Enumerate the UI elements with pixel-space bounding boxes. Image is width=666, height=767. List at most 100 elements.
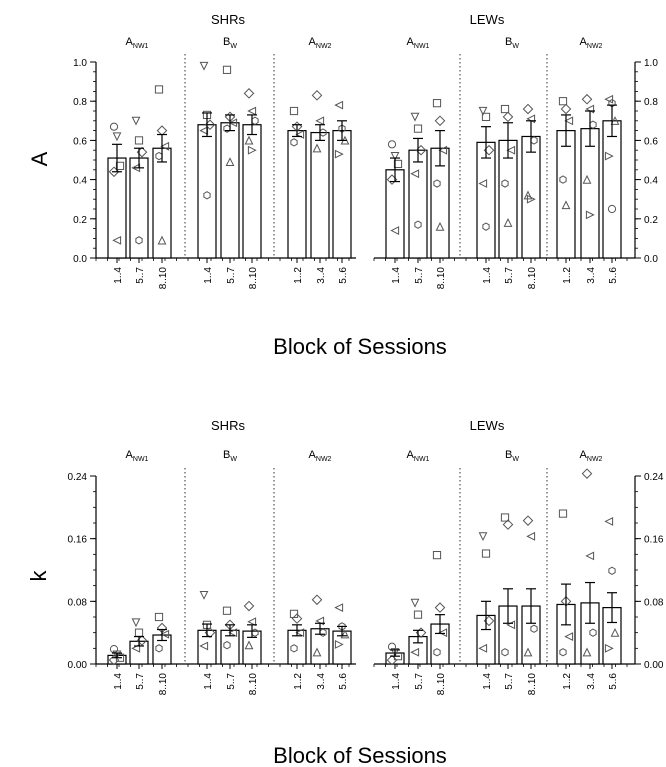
data-point: [434, 115, 446, 127]
data-point: [244, 135, 254, 145]
data-point: [585, 210, 595, 220]
y-tick-label-right: 0.00: [644, 660, 664, 671]
phase-label-sub: NW2: [587, 456, 603, 463]
phase-label-sub: W: [512, 456, 519, 463]
data-point: [506, 145, 516, 155]
data-point: [523, 647, 533, 657]
data-point: [247, 106, 257, 116]
data-point: [564, 116, 574, 126]
y-tick-label-right: 0.08: [644, 597, 664, 608]
phase-label: BW: [505, 449, 519, 463]
panel-top-chart: 0.0 0.00.2 0.20.4 0.40.6 0.60.8 0.81.0 1.0ANW1…: [73, 36, 658, 289]
data-point: [112, 235, 122, 245]
y-tick-label-right: 0.16: [644, 535, 664, 546]
data-point: [311, 90, 323, 101]
data-point: [315, 116, 325, 126]
y-tick-label-left: 0.8: [73, 97, 87, 108]
data-point: [295, 628, 305, 638]
x-tick-label: 8..10: [158, 673, 169, 696]
x-tick-label: 1..4: [482, 267, 493, 284]
data-point: [500, 513, 510, 522]
phase-label: BW: [223, 36, 237, 50]
data-point: [478, 179, 488, 188]
y-tick-label-left: 0.16: [68, 535, 88, 546]
phase-label: BW: [505, 36, 519, 50]
phase-label-sub: NW1: [133, 456, 149, 463]
data-point: [435, 221, 445, 231]
data-point: [526, 531, 536, 541]
y-tick-label-right: 1.0: [644, 58, 658, 69]
data-point: [334, 100, 344, 110]
data-point: [290, 138, 298, 147]
data-point: [131, 116, 141, 126]
phase-label-main: A: [126, 449, 134, 461]
data-point: [243, 600, 255, 612]
data-point: [413, 610, 423, 619]
data-point: [291, 613, 303, 624]
data-point: [522, 103, 534, 115]
y-tick-label-right: 0.0: [644, 254, 658, 265]
phase-label-sub: W: [230, 43, 237, 50]
data-point: [433, 648, 441, 657]
y-tick-label-left: 0.4: [73, 176, 87, 187]
data-point: [390, 226, 400, 235]
x-tick-label: 8..10: [248, 673, 259, 696]
data-point: [482, 222, 490, 231]
data-point: [585, 551, 595, 561]
data-point: [312, 647, 322, 657]
y-tick-label-right: 0.24: [644, 472, 664, 483]
phase-label: ANW2: [309, 36, 332, 50]
data-point: [157, 235, 167, 245]
data-point: [523, 190, 533, 200]
data-point: [432, 551, 442, 560]
bar: [242, 124, 262, 259]
data-point: [501, 648, 509, 657]
phase-label: ANW2: [580, 449, 603, 463]
phase-label: BW: [223, 449, 237, 463]
y-tick-label-left: 0.08: [68, 597, 88, 608]
data-point: [558, 97, 568, 106]
data-point: [290, 644, 298, 653]
x-tick-label: 1..2: [562, 673, 573, 690]
y-tick-label-right: 0.4: [644, 176, 658, 187]
x-tick-label: 5..7: [226, 673, 237, 690]
x-tick-label: 1..4: [482, 673, 493, 690]
x-tick-label: 3..4: [586, 673, 597, 690]
data-point: [478, 643, 488, 653]
bar: [385, 169, 405, 259]
x-tick-label: 1..4: [391, 267, 402, 284]
data-point: [559, 175, 567, 184]
x-tick-label: 5..6: [608, 673, 619, 690]
bottom-x-axis-title: Block of Sessions: [273, 743, 447, 767]
data-point: [334, 640, 344, 649]
data-point: [108, 654, 120, 666]
bottom-group-title-shrs: SHRs: [211, 418, 245, 433]
data-point: [501, 179, 509, 188]
x-tick-label: 8..10: [436, 267, 447, 290]
x-tick-label: 3..4: [316, 673, 327, 690]
data-point: [481, 549, 491, 558]
x-tick-label: 5..7: [135, 267, 146, 284]
x-tick-label: 5..6: [338, 267, 349, 284]
phase-label-main: A: [580, 449, 588, 461]
x-tick-label: 1..2: [293, 673, 304, 690]
data-point: [109, 122, 119, 131]
data-point: [410, 169, 420, 179]
y-tick-label-left: 0.00: [68, 660, 88, 671]
phase-label: ANW2: [309, 449, 332, 463]
data-point: [607, 204, 617, 214]
data-point: [558, 509, 568, 518]
data-point: [604, 643, 614, 653]
bottom-group-title-lews: LEWs: [470, 418, 505, 433]
x-tick-label: 5..7: [135, 673, 146, 690]
x-tick-label: 1..4: [113, 673, 124, 690]
phase-label-sub: NW2: [316, 43, 332, 50]
data-point: [289, 106, 299, 116]
data-point: [522, 515, 534, 526]
x-tick-label: 5..7: [504, 673, 515, 690]
y-tick-label-left: 1.0: [73, 58, 87, 69]
phase-label-sub: NW1: [414, 456, 430, 463]
x-tick-label: 1..4: [113, 267, 124, 284]
data-point: [135, 236, 143, 245]
